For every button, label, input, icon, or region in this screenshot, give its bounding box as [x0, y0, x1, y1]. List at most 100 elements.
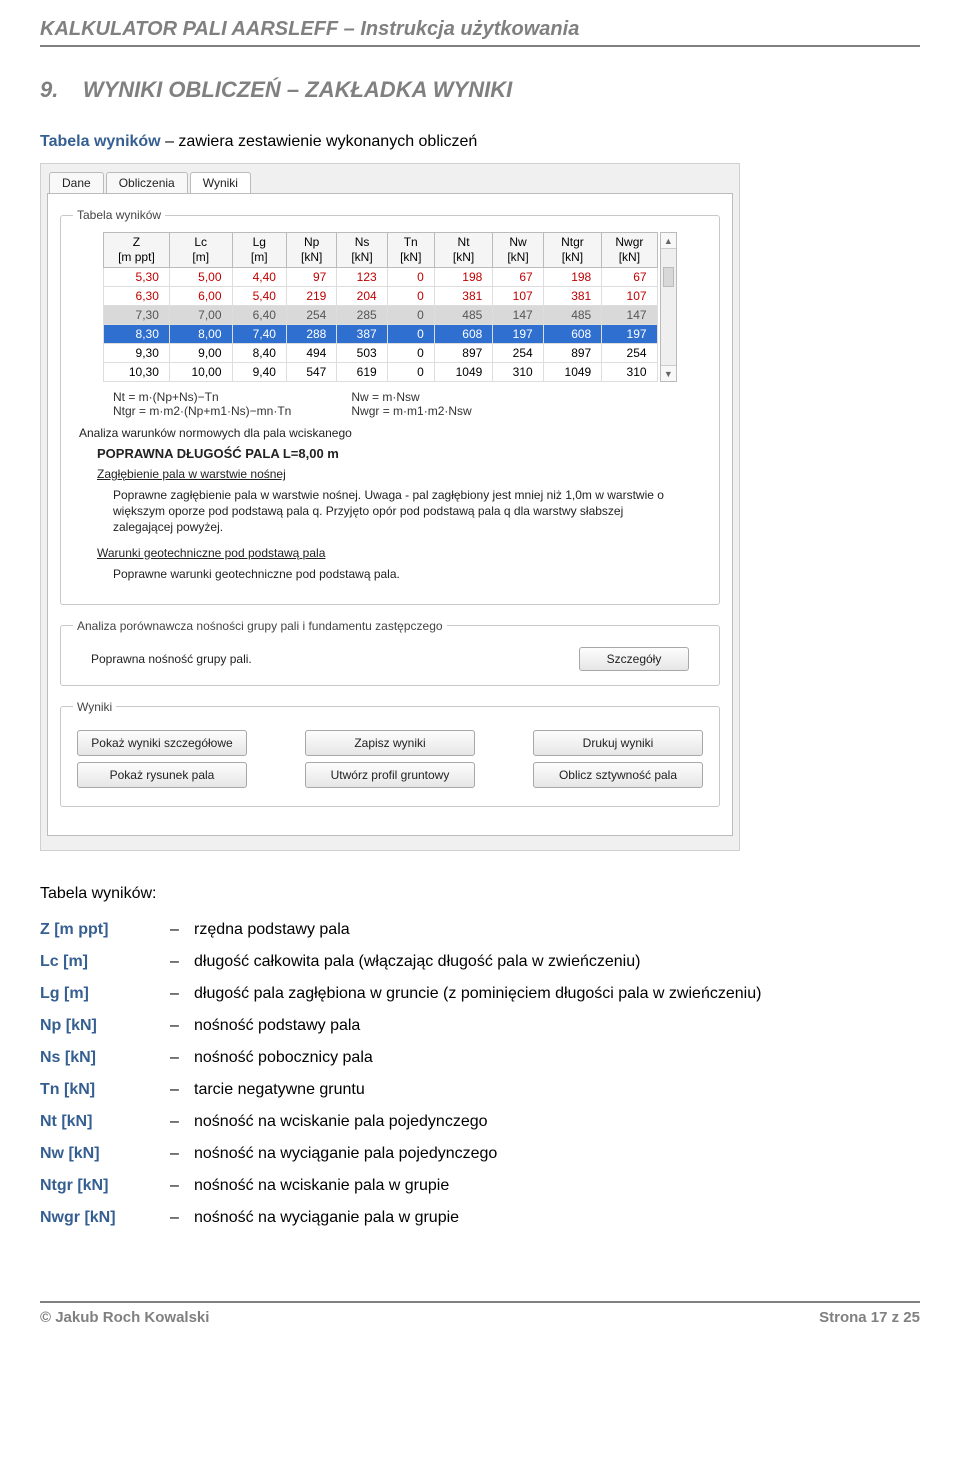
- desc-heading: Tabela wyników:: [40, 885, 920, 903]
- table-row[interactable]: 9,309,008,404945030897254897254: [104, 344, 658, 363]
- table-row[interactable]: 6,306,005,402192040381107381107: [104, 287, 658, 306]
- formula-nw: Nw = m·Nsw: [351, 390, 471, 404]
- formula-nwgr: Nwgr = m·m1·m2·Nsw: [351, 404, 471, 418]
- table-row[interactable]: 10,3010,009,40547619010493101049310: [104, 363, 658, 382]
- table-cell: 310: [602, 363, 657, 382]
- desc-dash: –: [170, 1113, 194, 1131]
- section-number: 9.: [40, 77, 58, 102]
- create-soil-profile-button[interactable]: Utwórz profil gruntowy: [305, 762, 475, 788]
- table-cell: 5,40: [232, 287, 286, 306]
- doc-title: KALKULATOR PALI AARSLEFF – Instrukcja uż…: [40, 18, 920, 41]
- table-cell: 1049: [543, 363, 602, 382]
- table-header: Ntgr[kN]: [543, 233, 602, 268]
- table-cell: 6,30: [104, 287, 170, 306]
- desc-row: Nt [kN]–nośność na wciskanie pala pojedy…: [40, 1113, 920, 1131]
- table-cell: 381: [434, 287, 493, 306]
- desc-dash: –: [170, 1081, 194, 1099]
- desc-row: Np [kN]–nośność podstawy pala: [40, 1017, 920, 1035]
- table-row[interactable]: 8,308,007,402883870608197608197: [104, 325, 658, 344]
- desc-dash: –: [170, 1209, 194, 1227]
- desc-dash: –: [170, 1177, 194, 1195]
- formula-ntgr: Ntgr = m·m2·(Np+m1·Ns)−mn·Tn: [113, 404, 291, 418]
- table-cell: 254: [286, 306, 336, 325]
- table-cell: 8,40: [232, 344, 286, 363]
- table-cell: 897: [543, 344, 602, 363]
- desc-row: Ns [kN]–nośność pobocznicy pala: [40, 1049, 920, 1067]
- table-row[interactable]: 5,305,004,409712301986719867: [104, 268, 658, 287]
- table-header: Lc[m]: [169, 233, 232, 268]
- para-geotech: Poprawne warunki geotechniczne pod podst…: [113, 566, 667, 582]
- table-header: Ns[kN]: [337, 233, 387, 268]
- desc-list: Z [m ppt]–rzędna podstawy palaLc [m]–dłu…: [40, 921, 920, 1227]
- button-row-1: Pokaż wyniki szczegółowe Zapisz wyniki D…: [77, 730, 703, 756]
- results-table-wrap: Z[m ppt]Lc[m]Lg[m]Np[kN]Ns[kN]Tn[kN]Nt[k…: [103, 232, 677, 382]
- table-cell: 503: [337, 344, 387, 363]
- desc-term: Z [m ppt]: [40, 921, 170, 939]
- table-cell: 0: [387, 287, 434, 306]
- header-rule: [40, 45, 920, 47]
- app-screenshot: Dane Obliczenia Wyniki Tabela wyników Z[…: [40, 163, 740, 851]
- details-button[interactable]: Szczegóły: [579, 647, 689, 671]
- table-cell: 0: [387, 325, 434, 344]
- table-cell: 219: [286, 287, 336, 306]
- desc-definition: długość całkowita pala (włączając długoś…: [194, 953, 920, 971]
- caption-lead: Tabela wyników: [40, 133, 161, 150]
- results-scrollbar[interactable]: ▲ ▼: [660, 232, 677, 382]
- desc-definition: nośność pobocznicy pala: [194, 1049, 920, 1067]
- desc-term: Ns [kN]: [40, 1049, 170, 1067]
- table-cell: 107: [602, 287, 657, 306]
- figure-caption: Tabela wyników – zawiera zestawienie wyk…: [40, 133, 920, 151]
- desc-dash: –: [170, 985, 194, 1003]
- formula-col-left: Nt = m·(Np+Ns)−Tn Ntgr = m·m2·(Np+m1·Ns)…: [113, 390, 291, 418]
- table-cell: 198: [543, 268, 602, 287]
- table-cell: 485: [543, 306, 602, 325]
- print-results-button[interactable]: Drukuj wyniki: [533, 730, 703, 756]
- table-cell: 608: [434, 325, 493, 344]
- formula-nt: Nt = m·(Np+Ns)−Tn: [113, 390, 291, 404]
- wyniki-legend: Wyniki: [73, 700, 116, 714]
- table-cell: 7,40: [232, 325, 286, 344]
- desc-term: Np [kN]: [40, 1017, 170, 1035]
- table-cell: 4,40: [232, 268, 286, 287]
- show-pile-drawing-button[interactable]: Pokaż rysunek pala: [77, 762, 247, 788]
- desc-term: Nwgr [kN]: [40, 1209, 170, 1227]
- table-cell: 197: [493, 325, 543, 344]
- desc-row: Z [m ppt]–rzędna podstawy pala: [40, 921, 920, 939]
- page-footer: © Jakub Roch Kowalski Strona 17 z 25: [40, 1301, 920, 1344]
- formula-col-right: Nw = m·Nsw Nwgr = m·m1·m2·Nsw: [351, 390, 471, 418]
- table-header: Nw[kN]: [493, 233, 543, 268]
- save-results-button[interactable]: Zapisz wyniki: [305, 730, 475, 756]
- table-cell: 9,30: [104, 344, 170, 363]
- table-cell: 9,00: [169, 344, 232, 363]
- tab-wyniki[interactable]: Wyniki: [190, 172, 251, 193]
- desc-definition: długość pala zagłębiona w gruncie (z pom…: [194, 985, 920, 1003]
- compare-legend: Analiza porównawcza nośności grupy pali …: [73, 619, 447, 633]
- scroll-up-icon[interactable]: ▲: [661, 233, 676, 249]
- calc-stiffness-button[interactable]: Oblicz sztywność pala: [533, 762, 703, 788]
- table-header: Z[m ppt]: [104, 233, 170, 268]
- desc-definition: nośność na wciskanie pala w grupie: [194, 1177, 920, 1195]
- compare-text: Poprawna nośność grupy pali.: [91, 652, 252, 666]
- table-cell: 97: [286, 268, 336, 287]
- desc-definition: nośność podstawy pala: [194, 1017, 920, 1035]
- table-cell: 67: [602, 268, 657, 287]
- results-tbody: 5,305,004,4097123019867198676,306,005,40…: [104, 268, 658, 382]
- desc-term: Tn [kN]: [40, 1081, 170, 1099]
- table-cell: 254: [602, 344, 657, 363]
- table-cell: 254: [493, 344, 543, 363]
- scroll-down-icon[interactable]: ▼: [661, 365, 676, 381]
- tab-dane[interactable]: Dane: [49, 172, 104, 193]
- footer-author: © Jakub Roch Kowalski: [40, 1309, 209, 1326]
- table-cell: 8,30: [104, 325, 170, 344]
- table-header: Nt[kN]: [434, 233, 493, 268]
- table-row[interactable]: 7,307,006,402542850485147485147: [104, 306, 658, 325]
- table-cell: 7,00: [169, 306, 232, 325]
- show-detailed-results-button[interactable]: Pokaż wyniki szczegółowe: [77, 730, 247, 756]
- tab-obliczenia[interactable]: Obliczenia: [106, 172, 188, 193]
- subhead-geotech: Warunki geotechniczne pod podstawą pala: [97, 546, 683, 560]
- table-cell: 608: [543, 325, 602, 344]
- results-fieldset: Tabela wyników Z[m ppt]Lc[m]Lg[m]Np[kN]N…: [60, 208, 720, 605]
- desc-dash: –: [170, 953, 194, 971]
- correct-length-line: POPRAWNA DŁUGOŚĆ PALA L=8,00 m: [97, 446, 683, 461]
- scroll-thumb[interactable]: [663, 267, 674, 287]
